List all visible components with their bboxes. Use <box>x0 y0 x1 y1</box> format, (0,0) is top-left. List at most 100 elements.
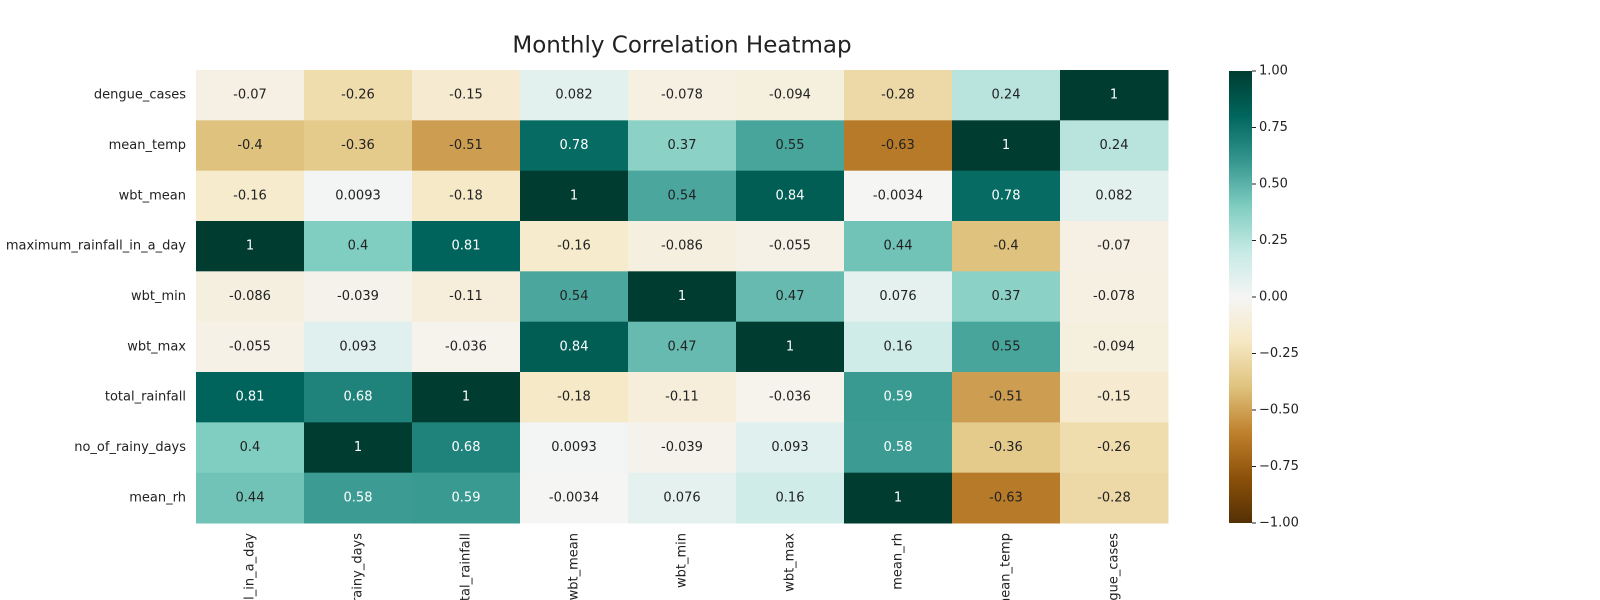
heatmap-cell <box>196 170 305 222</box>
cell-label: 1 <box>354 440 362 455</box>
heatmap-cell <box>628 321 737 373</box>
cell-label: -0.055 <box>769 239 811 254</box>
heatmap-cell <box>736 321 845 373</box>
heatmap-cell <box>628 120 737 172</box>
heatmap-cell <box>412 472 521 524</box>
heatmap-cell <box>844 472 953 524</box>
cell-label: 0.81 <box>452 239 481 254</box>
heatmap-cell <box>844 120 953 172</box>
x-tick-label: maximum_rainfall_in_a_day <box>243 533 258 600</box>
cell-label: 1 <box>462 390 470 405</box>
heatmap-cell <box>412 271 521 323</box>
cell-label: -0.11 <box>449 289 483 304</box>
heatmap-cell <box>520 422 629 474</box>
heatmap-cell <box>952 120 1061 172</box>
heatmap-cell <box>1060 170 1169 222</box>
cell-label: 0.082 <box>555 88 592 103</box>
heatmap-cell <box>1060 321 1169 373</box>
cell-label: 0.58 <box>344 490 373 505</box>
y-tick-label: maximum_rainfall_in_a_day <box>6 239 186 254</box>
heatmap-cell <box>736 271 845 323</box>
cell-label: -0.15 <box>1097 390 1131 405</box>
y-tick-label: dengue_cases <box>94 88 186 103</box>
cell-label: -0.16 <box>557 239 591 254</box>
cell-label: 1 <box>570 188 578 203</box>
heatmap-cell <box>628 422 737 474</box>
colorbar-tick-label: 1.00 <box>1259 64 1288 79</box>
cell-label: -0.039 <box>661 440 703 455</box>
heatmap-cell <box>844 321 953 373</box>
chart-title: Monthly Correlation Heatmap <box>512 33 851 59</box>
cell-label: -0.11 <box>665 390 699 405</box>
heatmap-cell <box>412 70 521 121</box>
heatmap-cell <box>628 170 737 222</box>
heatmap-cell <box>844 221 953 272</box>
cell-label: -0.18 <box>557 390 591 405</box>
heatmap-cell <box>844 170 953 222</box>
cell-label: 0.0093 <box>335 188 381 203</box>
cell-label: 0.68 <box>452 440 481 455</box>
heatmap-cell <box>952 472 1061 524</box>
heatmap-cell <box>844 70 953 121</box>
cell-label: 0.093 <box>339 339 376 354</box>
heatmap-cell <box>520 372 629 423</box>
y-tick-label: wbt_mean <box>119 188 186 203</box>
cell-label: 0.076 <box>879 289 916 304</box>
colorbar-tick-label: 0.75 <box>1259 120 1288 135</box>
heatmap-cell <box>844 372 953 423</box>
cell-label: 0.55 <box>776 138 805 153</box>
heatmap-cell <box>520 221 629 272</box>
cell-label: -0.036 <box>769 390 811 405</box>
heatmap-cell <box>304 70 413 121</box>
heatmap-cell <box>952 170 1061 222</box>
heatmap-cell <box>844 271 953 323</box>
cell-label: -0.094 <box>1093 339 1135 354</box>
cell-label: -0.4 <box>993 239 1018 254</box>
heatmap-cell <box>736 70 845 121</box>
cell-label: 0.16 <box>776 490 805 505</box>
heatmap-cell <box>736 170 845 222</box>
cell-label: 0.81 <box>236 390 265 405</box>
colorbar-tick-label: −1.00 <box>1259 516 1299 531</box>
heatmap-cell <box>412 422 521 474</box>
heatmap-cell <box>736 372 845 423</box>
cell-label: -0.055 <box>229 339 271 354</box>
heatmap-cell <box>628 221 737 272</box>
heatmap-cell <box>196 120 305 172</box>
cell-label: 0.076 <box>663 490 700 505</box>
cell-label: -0.51 <box>449 138 483 153</box>
cell-label: 0.4 <box>240 440 261 455</box>
cell-label: -0.086 <box>229 289 271 304</box>
cell-label: 0.37 <box>992 289 1021 304</box>
heatmap-cell <box>628 70 737 121</box>
cell-label: 0.24 <box>1100 138 1129 153</box>
cell-label: 0.54 <box>560 289 589 304</box>
cell-label: 0.59 <box>452 490 481 505</box>
cell-label: -0.63 <box>989 490 1023 505</box>
heatmap-cell <box>304 372 413 423</box>
cell-label: 0.47 <box>668 339 697 354</box>
heatmap-cell <box>412 170 521 222</box>
cell-label: -0.07 <box>1097 239 1131 254</box>
heatmap-cell <box>520 271 629 323</box>
cell-label: 1 <box>246 239 254 254</box>
cell-label: -0.036 <box>445 339 487 354</box>
heatmap-cell <box>952 321 1061 373</box>
cell-label: 0.54 <box>668 188 697 203</box>
cell-label: -0.63 <box>881 138 915 153</box>
colorbar-tick-label: −0.75 <box>1259 459 1299 474</box>
heatmap-cell <box>304 120 413 172</box>
heatmap-cell <box>1060 271 1169 323</box>
heatmap-cell <box>628 372 737 423</box>
cell-label: -0.0034 <box>549 490 599 505</box>
cell-label: 0.78 <box>992 188 1021 203</box>
heatmap-cell <box>196 422 305 474</box>
cell-label: 1 <box>786 339 794 354</box>
cell-label: 0.24 <box>992 88 1021 103</box>
cell-label: -0.36 <box>989 440 1023 455</box>
heatmap-cell <box>520 120 629 172</box>
cell-label: 1 <box>1002 138 1010 153</box>
y-tick-label: mean_rh <box>129 490 186 505</box>
heatmap-cell <box>1060 372 1169 423</box>
cell-label: 0.84 <box>776 188 805 203</box>
